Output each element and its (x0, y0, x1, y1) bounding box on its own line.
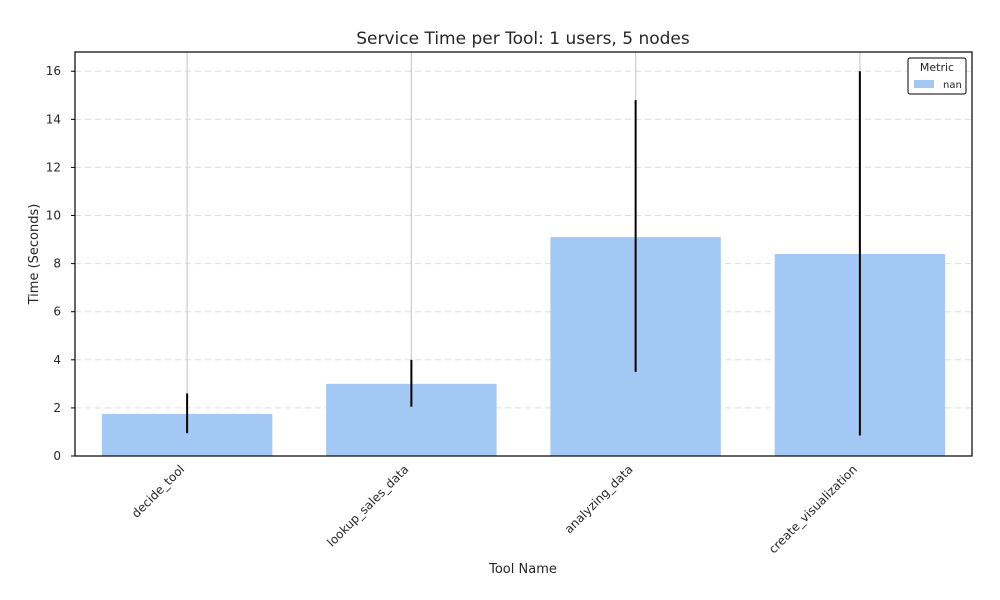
legend-entry-label: nan (943, 80, 962, 91)
legend-title: Metric (920, 61, 954, 74)
y-tick-label: 12 (46, 160, 61, 174)
y-tick-label: 2 (53, 401, 61, 415)
y-tick-label: 6 (53, 305, 61, 319)
y-tick-label: 16 (46, 64, 61, 78)
legend-swatch (914, 80, 934, 88)
axis-layer (71, 51, 973, 457)
y-tick-label: 0 (53, 449, 61, 463)
y-tick-label: 8 (53, 257, 61, 271)
error-layer (186, 71, 861, 436)
y-tick-label: 14 (46, 112, 61, 126)
chart-title: Service Time per Tool: 1 users, 5 nodes (356, 29, 690, 49)
y-tick-label: 10 (46, 209, 61, 223)
x-axis-label: Tool Name (488, 562, 557, 577)
legend: Metric nan (907, 57, 967, 95)
y-axis-label: Time (Seconds) (27, 204, 42, 306)
y-tick-label: 4 (53, 353, 61, 367)
plot-frame (74, 51, 973, 457)
